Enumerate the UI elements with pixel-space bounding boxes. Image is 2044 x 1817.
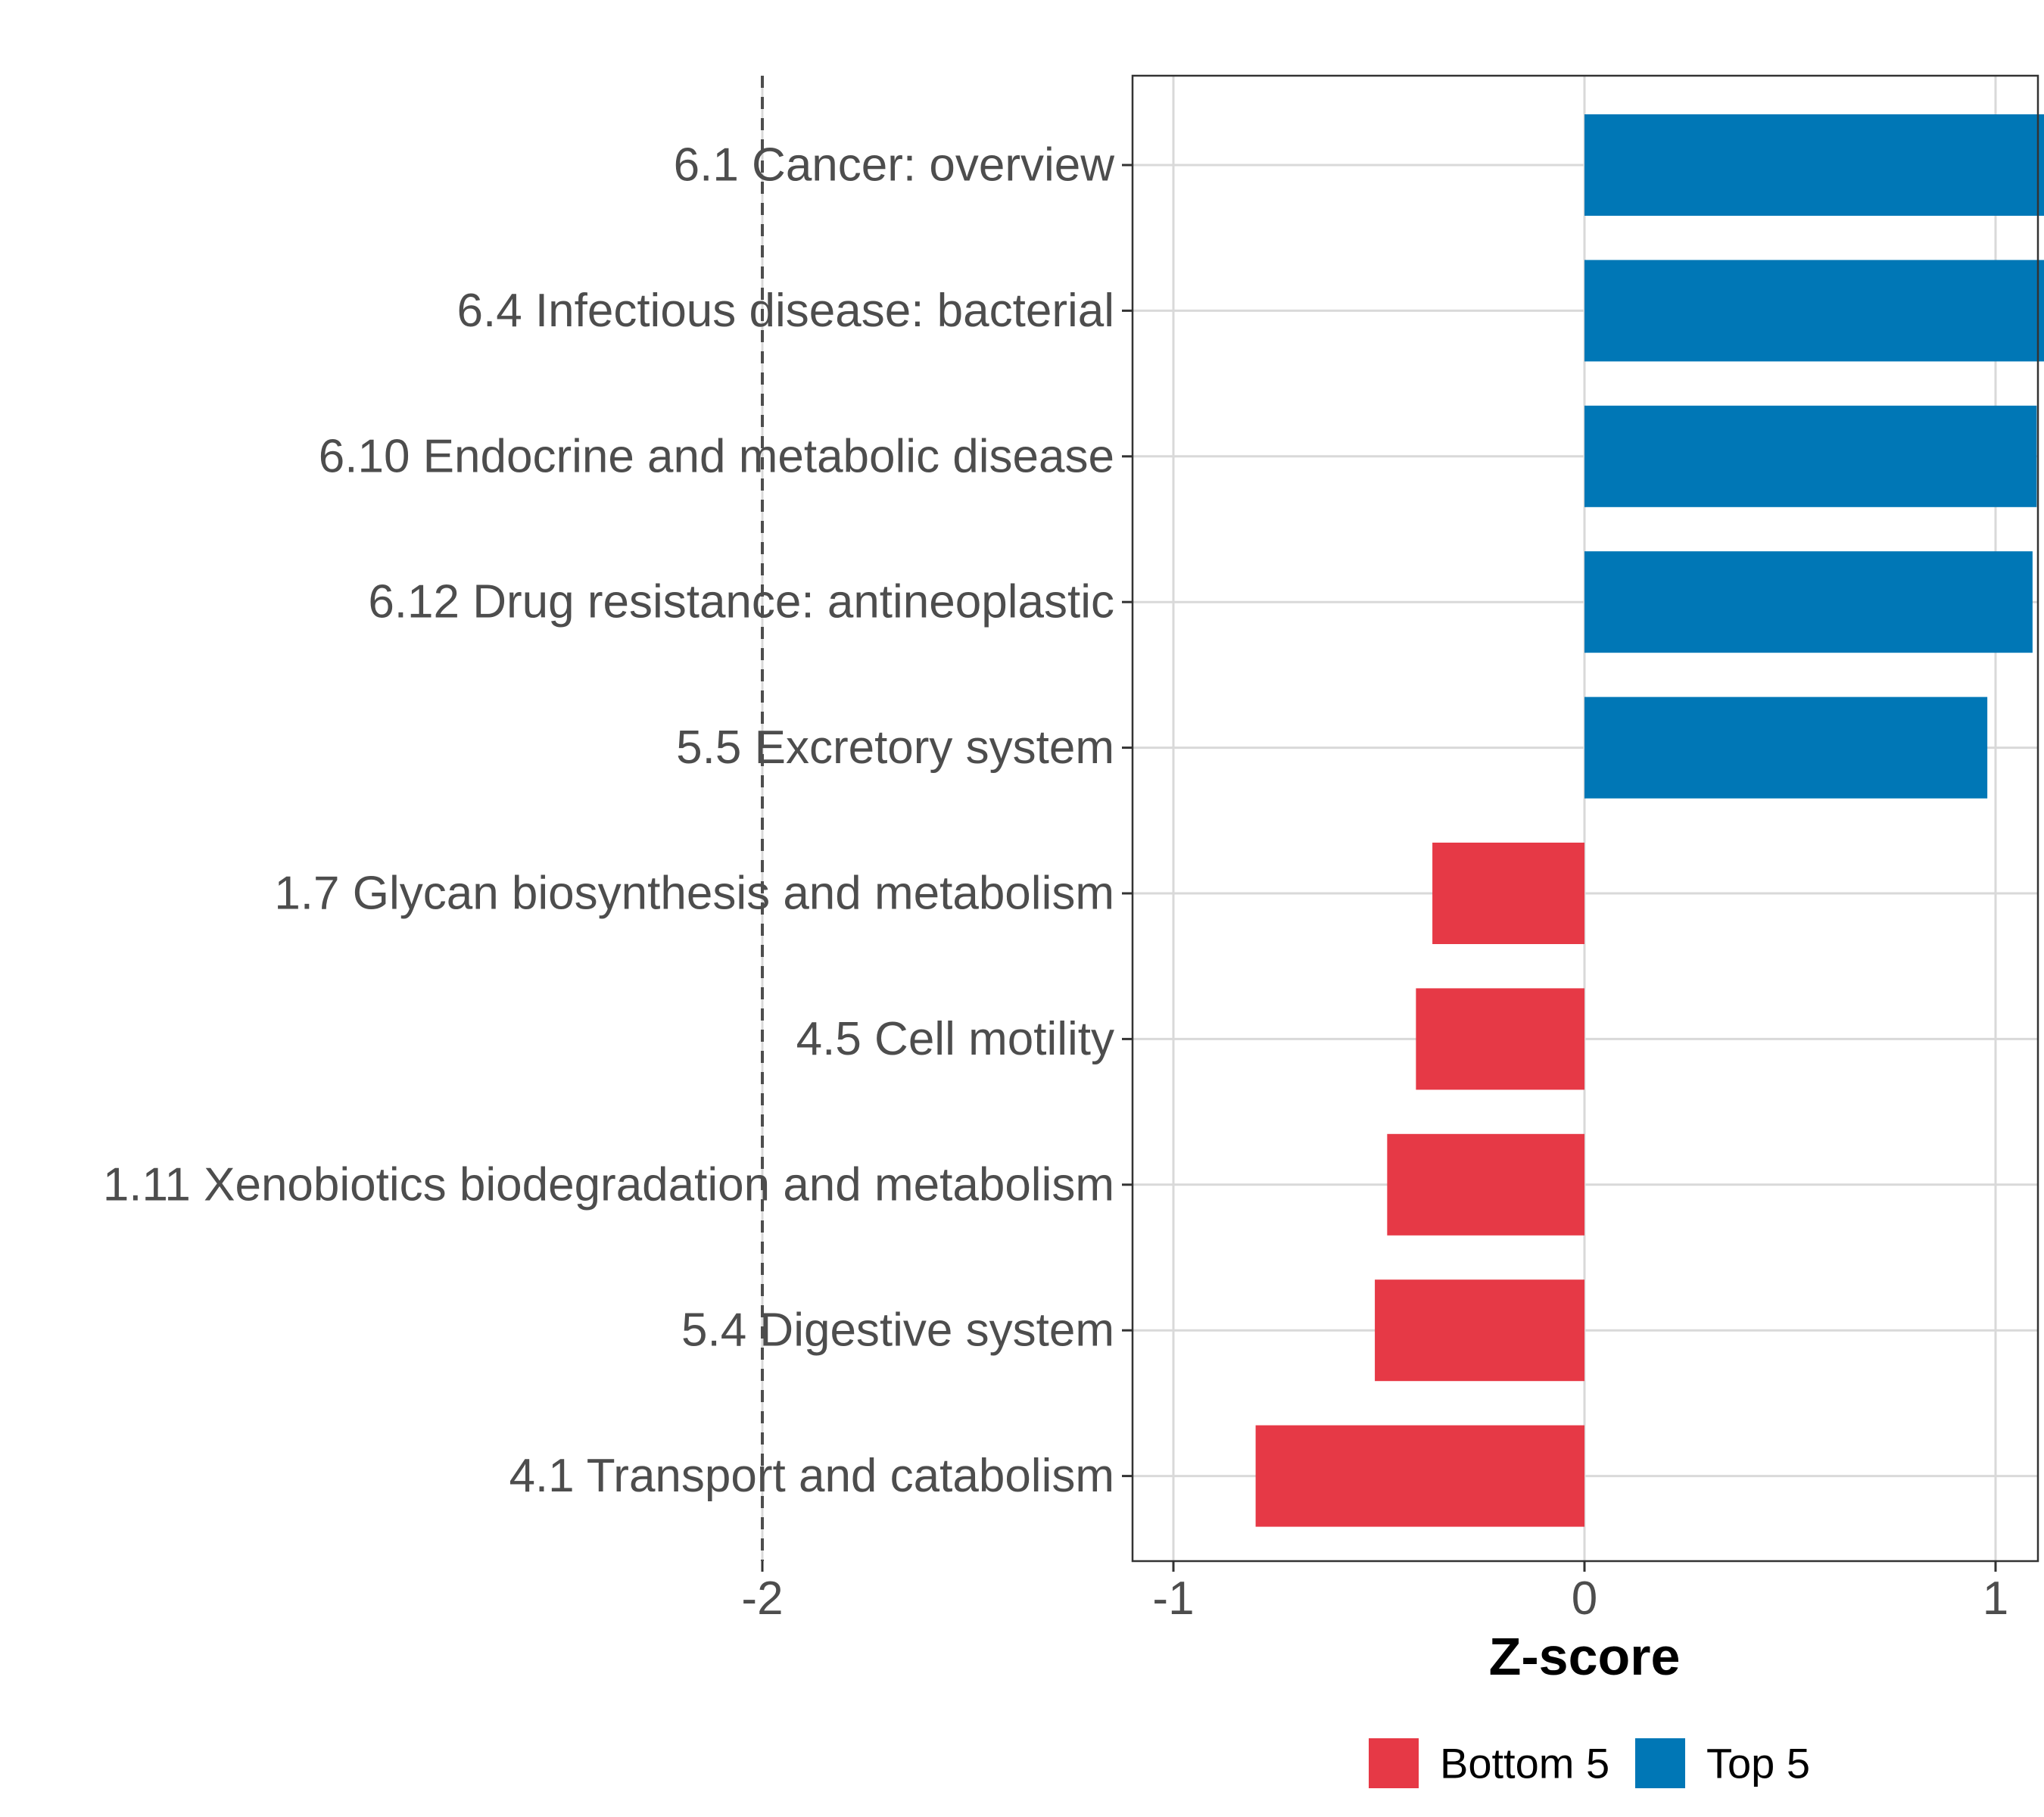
- category-label: 5.4 Digestive system: [681, 1304, 1114, 1357]
- category-label: 4.1 Transport and catabolism: [509, 1450, 1114, 1502]
- x-tick-label: -1: [1152, 1572, 1194, 1625]
- y-axis: 6.1 Cancer: overview 6.4 Infectious disea…: [103, 139, 1133, 1502]
- category-label: 6.4 Infectious disease: bacterial: [456, 285, 1114, 337]
- x-tick-label: 1: [1983, 1572, 2008, 1625]
- legend: Bottom 5 Top 5: [1369, 1738, 1810, 1788]
- bar-3: [1584, 405, 2037, 507]
- bar-1: [1584, 114, 2044, 216]
- category-label: 5.5 Excretory system: [676, 722, 1114, 774]
- legend-label-2: Top 5: [1706, 1740, 1810, 1787]
- bar-5: [1584, 697, 1988, 799]
- legend-swatch-2: [1635, 1738, 1685, 1788]
- category-label: 6.1 Cancer: overview: [674, 139, 1115, 192]
- category-label: 6.10 Endocrine and metabolic disease: [319, 430, 1114, 482]
- x-tick-label: 0: [1572, 1572, 1597, 1625]
- bar-4: [1584, 551, 2033, 653]
- bar-10: [1255, 1425, 1584, 1527]
- bar-6: [1432, 843, 1584, 944]
- x-axis: -2-1012: [741, 1561, 2008, 1625]
- legend-swatch-1: [1369, 1738, 1419, 1788]
- bar-8: [1387, 1133, 1584, 1236]
- category-label: 4.5 Cell motility: [796, 1013, 1114, 1065]
- bars: [1255, 114, 2044, 1527]
- x-axis-title: Z-score: [1489, 1627, 1681, 1686]
- category-label: 1.7 Glycan biosynthesis and metabolism: [274, 868, 1114, 920]
- bar-2: [1584, 260, 2044, 362]
- reference-lines: [761, 76, 764, 1561]
- bar-7: [1416, 988, 1584, 1090]
- legend-label-1: Bottom 5: [1440, 1740, 1609, 1787]
- category-label: 6.12 Drug resistance: antineoplastic: [368, 576, 1114, 628]
- category-label: 1.11 Xenobiotics biodegradation and meta…: [103, 1158, 1114, 1211]
- x-tick-label: -2: [741, 1572, 783, 1625]
- bar-9: [1375, 1279, 1584, 1382]
